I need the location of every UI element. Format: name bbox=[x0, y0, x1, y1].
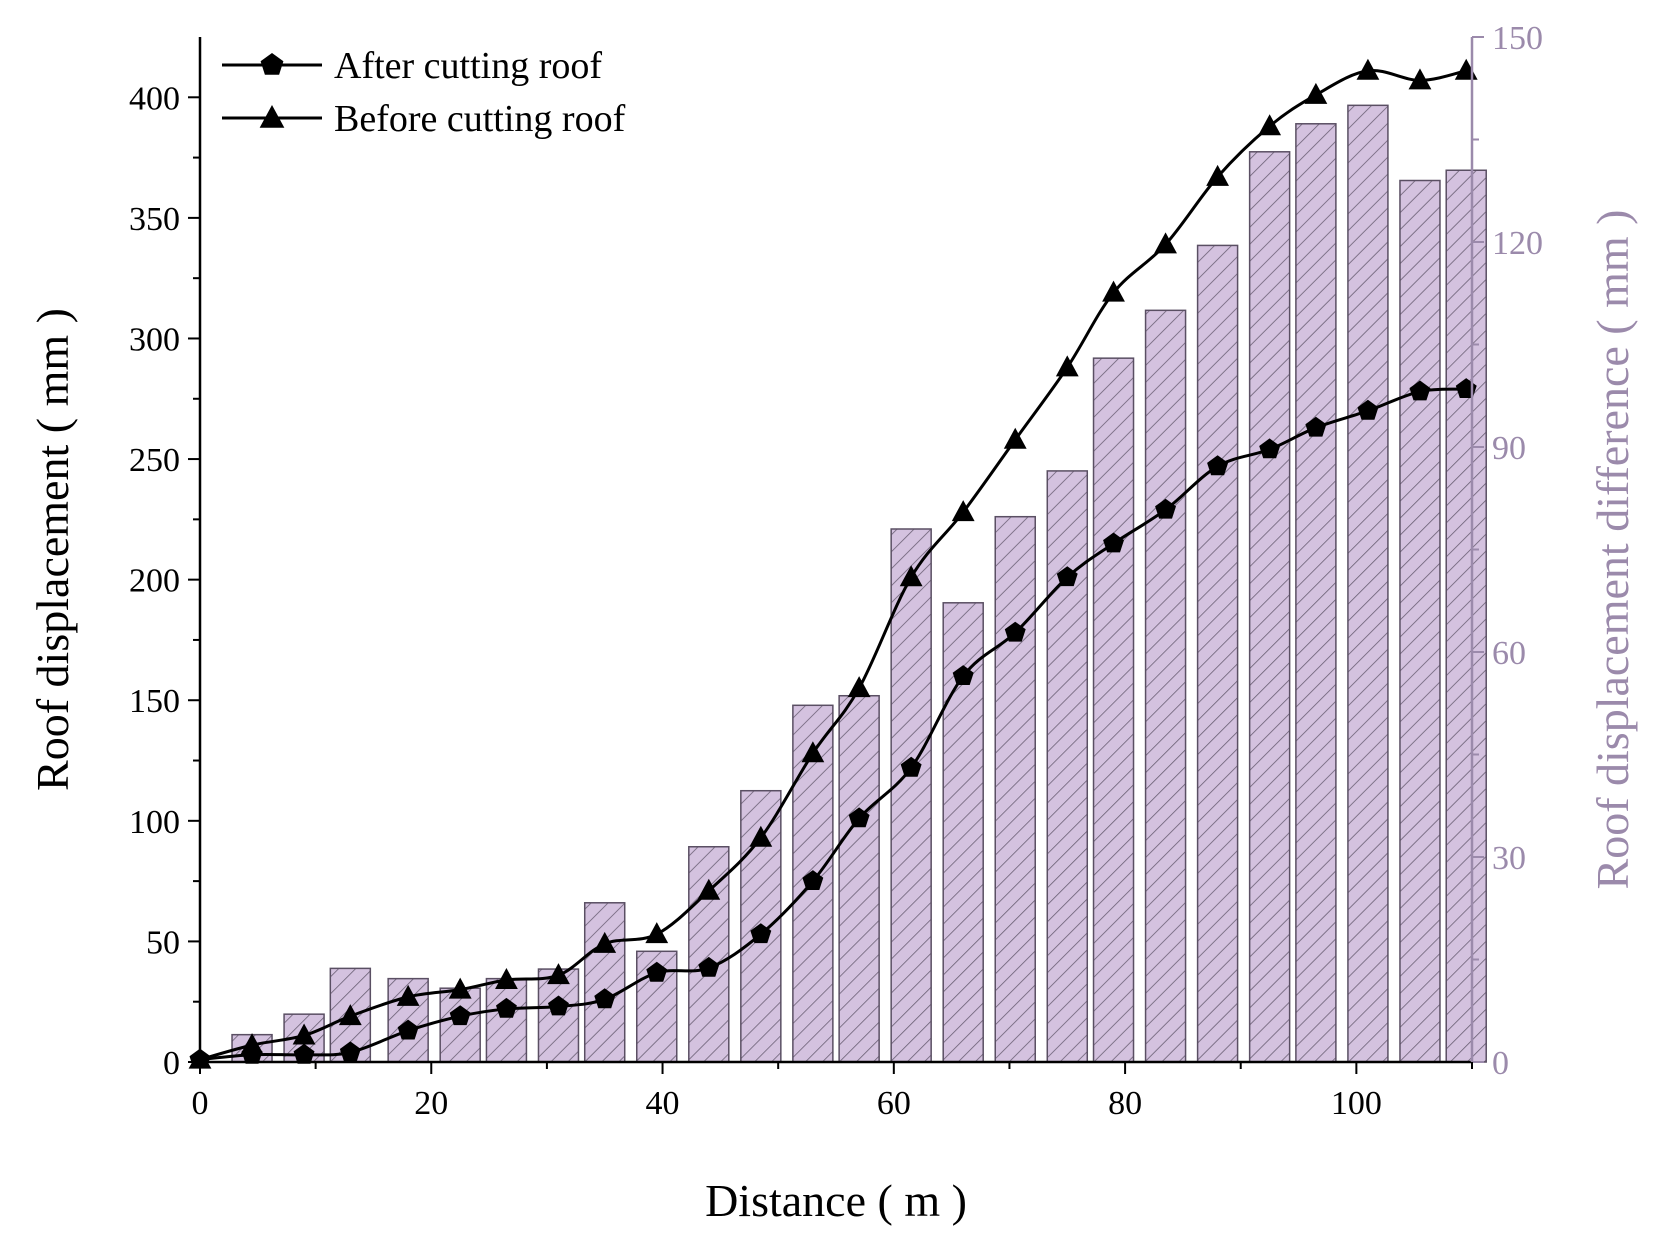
before-cutting-roof-marker bbox=[801, 741, 825, 763]
before-cutting-roof-marker bbox=[396, 984, 420, 1006]
after-cutting-roof-marker bbox=[802, 870, 824, 890]
bar-series bbox=[231, 104, 1487, 1063]
x-tick-label: 40 bbox=[646, 1085, 680, 1122]
before-cutting-roof-marker bbox=[697, 878, 721, 900]
before-cutting-roof-marker bbox=[338, 1004, 362, 1026]
difference-bar bbox=[890, 528, 932, 1063]
difference-bar bbox=[1399, 179, 1441, 1063]
legend-label-before: Before cutting roof bbox=[334, 98, 626, 140]
difference-bar bbox=[1046, 470, 1089, 1063]
y-left-tick-label: 150 bbox=[129, 683, 180, 720]
after-cutting-roof-line bbox=[199, 387, 1467, 1062]
difference-bar bbox=[1144, 309, 1187, 1063]
x-tick-label: 100 bbox=[1331, 1085, 1382, 1122]
before-cutting-roof-marker bbox=[495, 968, 518, 989]
after-cutting-roof-marker bbox=[952, 665, 974, 685]
after-cutting-roof-marker bbox=[750, 923, 772, 944]
difference-bar bbox=[838, 694, 880, 1063]
x-tick-label: 20 bbox=[414, 1085, 448, 1122]
y-right-tick-label: 120 bbox=[1492, 225, 1543, 262]
after-cutting-roof-marker bbox=[1103, 532, 1124, 553]
difference-bar bbox=[1092, 357, 1135, 1063]
difference-bar bbox=[1248, 151, 1291, 1063]
y-left-tick-label: 400 bbox=[129, 80, 180, 117]
after-cutting-roof-marker bbox=[496, 997, 517, 1018]
after-cutting-roof-marker bbox=[1305, 416, 1327, 437]
difference-bar bbox=[1347, 104, 1389, 1063]
before-cutting-roof-marker bbox=[1154, 232, 1177, 254]
x-tick-label: 0 bbox=[192, 1085, 209, 1122]
legend-label-after: After cutting roof bbox=[334, 45, 602, 87]
before-cutting-roof-marker bbox=[593, 931, 617, 953]
before-cutting-roof-marker bbox=[240, 1033, 264, 1055]
difference-bar bbox=[1445, 169, 1487, 1063]
after-cutting-roof-marker bbox=[1259, 438, 1281, 459]
after-cutting-roof-marker bbox=[548, 995, 569, 1016]
before-cutting-roof-marker bbox=[749, 825, 773, 847]
y-axis-right-title: Roof displacement difference ( mm ) bbox=[1587, 210, 1638, 890]
after-cutting-roof-marker bbox=[1155, 498, 1176, 519]
line-series bbox=[188, 58, 1478, 1069]
y-axis-left-title: Roof displacement ( mm ) bbox=[27, 308, 78, 791]
y-left-tick-label: 300 bbox=[129, 321, 180, 358]
after-cutting-roof-marker bbox=[848, 807, 870, 828]
after-cutting-roof-marker bbox=[339, 1041, 361, 1062]
after-cutting-roof-marker bbox=[293, 1043, 315, 1064]
y-left-tick-label: 100 bbox=[129, 804, 180, 841]
before-cutting-roof-marker bbox=[1454, 58, 1478, 80]
difference-bar bbox=[583, 902, 626, 1063]
after-cutting-roof-marker bbox=[1357, 399, 1379, 420]
after-cutting-roof-marker bbox=[900, 756, 922, 777]
x-axis-title: Distance ( m ) bbox=[705, 1175, 967, 1226]
after-cutting-roof-marker bbox=[1207, 455, 1229, 476]
difference-bar bbox=[1295, 123, 1337, 1063]
legend-pentagon-marker bbox=[260, 53, 284, 75]
after-cutting-roof-marker bbox=[1409, 380, 1431, 401]
difference-bar bbox=[537, 968, 580, 1063]
before-cutting-roof-marker bbox=[547, 963, 570, 985]
after-cutting-roof-marker bbox=[449, 1005, 471, 1026]
before-cutting-roof-marker bbox=[645, 922, 669, 944]
before-cutting-roof-marker bbox=[899, 565, 923, 587]
before-cutting-roof-marker bbox=[1206, 164, 1229, 186]
after-cutting-roof-marker bbox=[594, 988, 616, 1009]
y-right-tick-label: 60 bbox=[1492, 635, 1526, 672]
difference-bar bbox=[994, 515, 1036, 1063]
y-right-tick-label: 30 bbox=[1492, 840, 1526, 877]
before-cutting-roof-marker bbox=[1304, 82, 1328, 104]
before-cutting-roof-marker bbox=[1258, 114, 1282, 136]
y-left-tick-label: 0 bbox=[163, 1045, 180, 1082]
difference-bar bbox=[1196, 244, 1239, 1063]
after-cutting-roof-marker bbox=[1004, 621, 1026, 642]
before-cutting-roof-marker bbox=[1055, 355, 1079, 377]
before-cutting-roof-marker bbox=[847, 676, 871, 698]
before-cutting-roof-marker bbox=[1003, 427, 1027, 449]
before-cutting-roof-marker bbox=[1102, 280, 1125, 302]
y-left-tick-label: 350 bbox=[129, 201, 180, 238]
before-cutting-roof-marker bbox=[448, 977, 472, 999]
before-cutting-roof-marker bbox=[1356, 58, 1380, 80]
y-right-tick-label: 0 bbox=[1492, 1045, 1509, 1082]
legend: After cutting roof Before cutting roof bbox=[222, 45, 626, 140]
legend-triangle-marker bbox=[259, 105, 285, 128]
before-cutting-roof-marker bbox=[1408, 68, 1432, 90]
after-cutting-roof-marker bbox=[698, 956, 720, 977]
x-tick-label: 60 bbox=[877, 1085, 911, 1122]
y-right-tick-label: 150 bbox=[1492, 20, 1543, 57]
tick-labels: 0 50 100 150 200 250 300 350 400 0 30 60 90 120 150 0 20… bbox=[129, 20, 1543, 1122]
difference-bar bbox=[485, 977, 528, 1063]
before-cutting-roof-marker bbox=[292, 1023, 316, 1045]
axes bbox=[188, 36, 1484, 1074]
after-cutting-roof-marker bbox=[1056, 566, 1078, 587]
y-right-tick-label: 90 bbox=[1492, 430, 1526, 467]
y-left-tick-label: 50 bbox=[146, 924, 180, 961]
after-cutting-roof-marker bbox=[397, 1019, 419, 1040]
after-cutting-roof-marker bbox=[646, 961, 668, 982]
before-cutting-roof-marker bbox=[951, 500, 975, 522]
y-left-tick-label: 200 bbox=[129, 563, 180, 600]
x-tick-label: 80 bbox=[1108, 1085, 1142, 1122]
y-left-tick-label: 250 bbox=[129, 442, 180, 479]
